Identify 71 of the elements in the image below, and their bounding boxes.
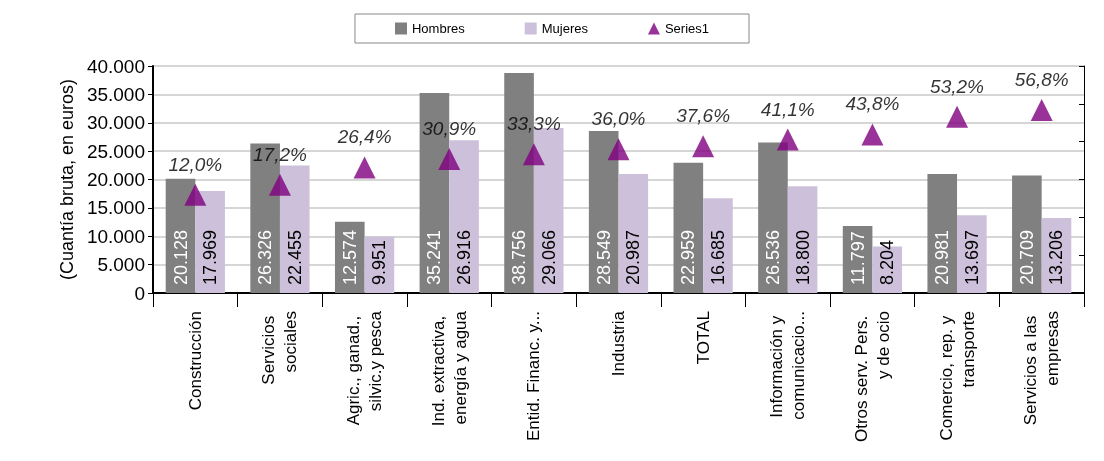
data-label: 17.969 — [200, 229, 221, 285]
x-tick-label: TOTAL — [693, 311, 713, 365]
y-tick-label: 10.000 — [86, 225, 145, 247]
bar — [588, 130, 619, 293]
x-tick-label: Industria — [609, 310, 628, 377]
legend-label: Hombres — [411, 21, 466, 36]
data-label: 16.685 — [707, 229, 728, 285]
data-label: 26.916 — [454, 229, 475, 285]
x-tick-label: Ind. extractiva, energía y agua — [428, 310, 470, 427]
data-label: 20.981 — [932, 229, 953, 285]
y-axis-title: (Cuantía bruta, en euros) — [56, 78, 77, 281]
y-tick-label: 20.000 — [86, 169, 145, 190]
point — [184, 183, 207, 206]
data-label: 30,9% — [422, 117, 477, 139]
bar — [449, 140, 479, 293]
bar — [927, 173, 958, 293]
point — [776, 128, 799, 151]
legend-label: Series1 — [664, 21, 710, 36]
data-label: 9.951 — [369, 239, 390, 285]
data-label: 13.206 — [1046, 229, 1067, 285]
y-tick-label: 0 — [134, 282, 145, 304]
data-label: 22.455 — [284, 229, 305, 285]
data-label: 22.959 — [678, 229, 699, 285]
point — [1030, 98, 1053, 121]
point — [946, 105, 969, 128]
data-label: 26,4% — [336, 126, 392, 148]
data-label: 20.709 — [1016, 229, 1037, 285]
data-label: 12,0% — [168, 153, 223, 175]
y-tick-label: 15.000 — [86, 197, 145, 219]
data-label: 29.066 — [538, 229, 559, 285]
data-label: 26.536 — [762, 229, 783, 285]
point — [692, 135, 715, 158]
x-tick-label: Entid. Financ. y... — [524, 311, 544, 442]
y-tick-label: 30.000 — [86, 112, 145, 134]
x-tick-label: Construcción — [185, 311, 205, 411]
x-tick-label: Otros serv. Pers. y de ocio — [851, 311, 893, 442]
x-tick-label: Servicios a las empresas — [1021, 311, 1063, 426]
data-label: 53,2% — [930, 75, 985, 97]
x-tick-label: Agric., ganad., silvic.y pesca — [344, 310, 386, 426]
point — [353, 156, 376, 179]
point — [268, 173, 291, 196]
data-label: 43,8% — [845, 93, 900, 115]
data-label: 11.797 — [847, 231, 868, 285]
data-label: 56,8% — [1014, 68, 1069, 90]
legend-label: Mujeres — [541, 21, 589, 36]
data-label: 20.128 — [170, 229, 191, 285]
point — [607, 138, 630, 161]
data-label: 8.204 — [877, 239, 898, 285]
data-label: 28.549 — [593, 229, 614, 285]
data-label: 35.241 — [424, 229, 445, 285]
data-label: 26.326 — [255, 229, 276, 285]
y-tick-label: 25.000 — [86, 140, 145, 162]
bar — [758, 142, 788, 293]
data-label: 41,1% — [760, 98, 815, 120]
y-tick-label: 40.000 — [86, 55, 145, 77]
point — [438, 147, 461, 170]
data-label: 37,6% — [676, 105, 731, 127]
y-tick-label: 35.000 — [86, 83, 145, 105]
data-label: 20.987 — [623, 229, 644, 285]
y-tick-label: 5.000 — [97, 254, 145, 276]
x-tick-label: Servicios sociales — [259, 311, 301, 385]
x-tick-label: Información y comunicacio... — [767, 311, 809, 420]
data-label: 13.697 — [961, 229, 982, 285]
point — [861, 123, 884, 146]
data-label: 38.756 — [509, 229, 530, 285]
bar — [1012, 175, 1042, 293]
x-tick-label: Comercio, rep. y transporte — [936, 311, 978, 441]
point — [522, 143, 545, 166]
data-label: 36,0% — [591, 108, 646, 130]
data-label: 12.574 — [339, 229, 360, 285]
data-label: 18.800 — [792, 229, 813, 285]
